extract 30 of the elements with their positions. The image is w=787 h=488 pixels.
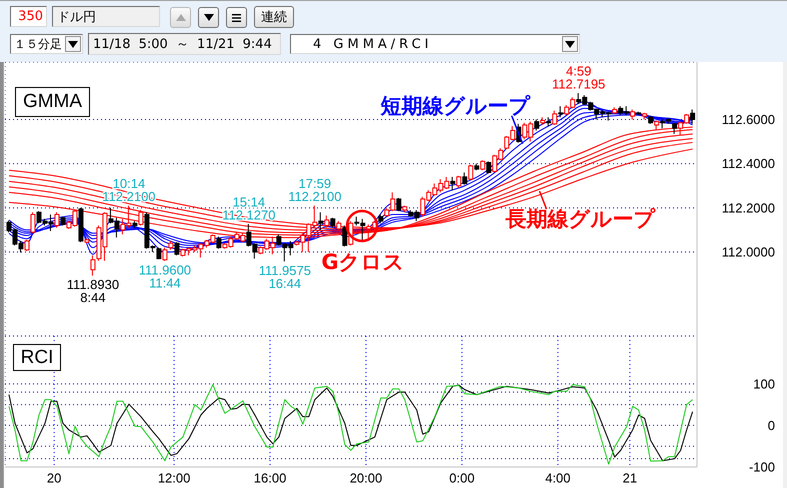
text-field: ドル円 xyxy=(52,6,160,27)
y-tick-label: 112.0000 xyxy=(722,244,775,260)
annotation: 短期線グループ xyxy=(380,94,531,118)
annotation: 4:59 112.7195 xyxy=(552,64,606,92)
annotation: 長期線グループ xyxy=(504,207,656,232)
annotation: Gクロス xyxy=(321,250,405,274)
y-tick-label: 112.4000 xyxy=(722,156,775,172)
dropdown-field: 4 GMMA/RCI xyxy=(290,34,580,54)
x-tick-label: 16:00 xyxy=(254,470,286,486)
annotation: 17:59 112.2100 xyxy=(288,176,342,204)
annotation: 111.8930 8:44 xyxy=(66,277,120,306)
y-tick-label: 112.6000 xyxy=(722,112,775,127)
y-tick-label: 100 xyxy=(753,376,775,392)
text-field: 11/18 5:00 ～ 11/21 9:44 xyxy=(88,33,281,55)
annotation: 111.9600 11:44 xyxy=(138,262,192,290)
dropdown-field: １５分足 xyxy=(10,34,83,54)
x-tick-label: 4:00 xyxy=(545,470,571,486)
annotation: 111.9575 16:44 xyxy=(258,262,311,291)
text: GMMA xyxy=(22,91,82,113)
text-field: 350 xyxy=(10,6,47,27)
y-tick-label: 0 xyxy=(768,418,775,433)
x-tick-label: 21 xyxy=(622,470,638,486)
x-tick-label: 20 xyxy=(46,470,62,486)
text: RCI xyxy=(20,346,54,368)
x-tick-label: 12:00 xyxy=(158,470,190,486)
x-tick-label: 0:00 xyxy=(449,470,475,486)
y-tick-label: 112.2000 xyxy=(722,200,775,216)
button: 連続 xyxy=(254,6,294,28)
y-tick-label: -100 xyxy=(748,460,775,474)
x-tick-label: 20:00 xyxy=(350,470,382,486)
